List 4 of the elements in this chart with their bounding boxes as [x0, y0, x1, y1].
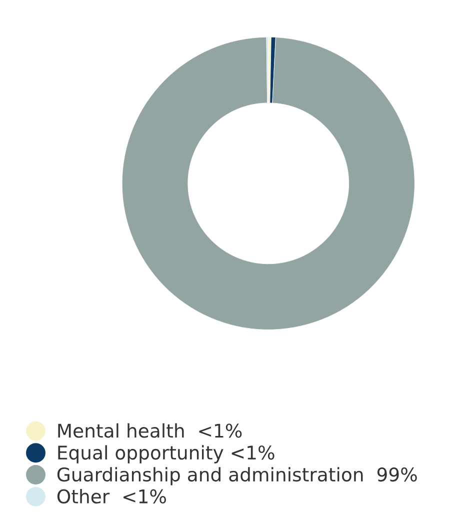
- legend-label: Mental health <1%: [58, 423, 242, 438]
- legend-label: Guardianship and administration 99%: [57, 467, 417, 486]
- legend-label: Other <1%: [57, 488, 166, 504]
- legend-label: Equal opportunity <1%: [58, 445, 274, 464]
